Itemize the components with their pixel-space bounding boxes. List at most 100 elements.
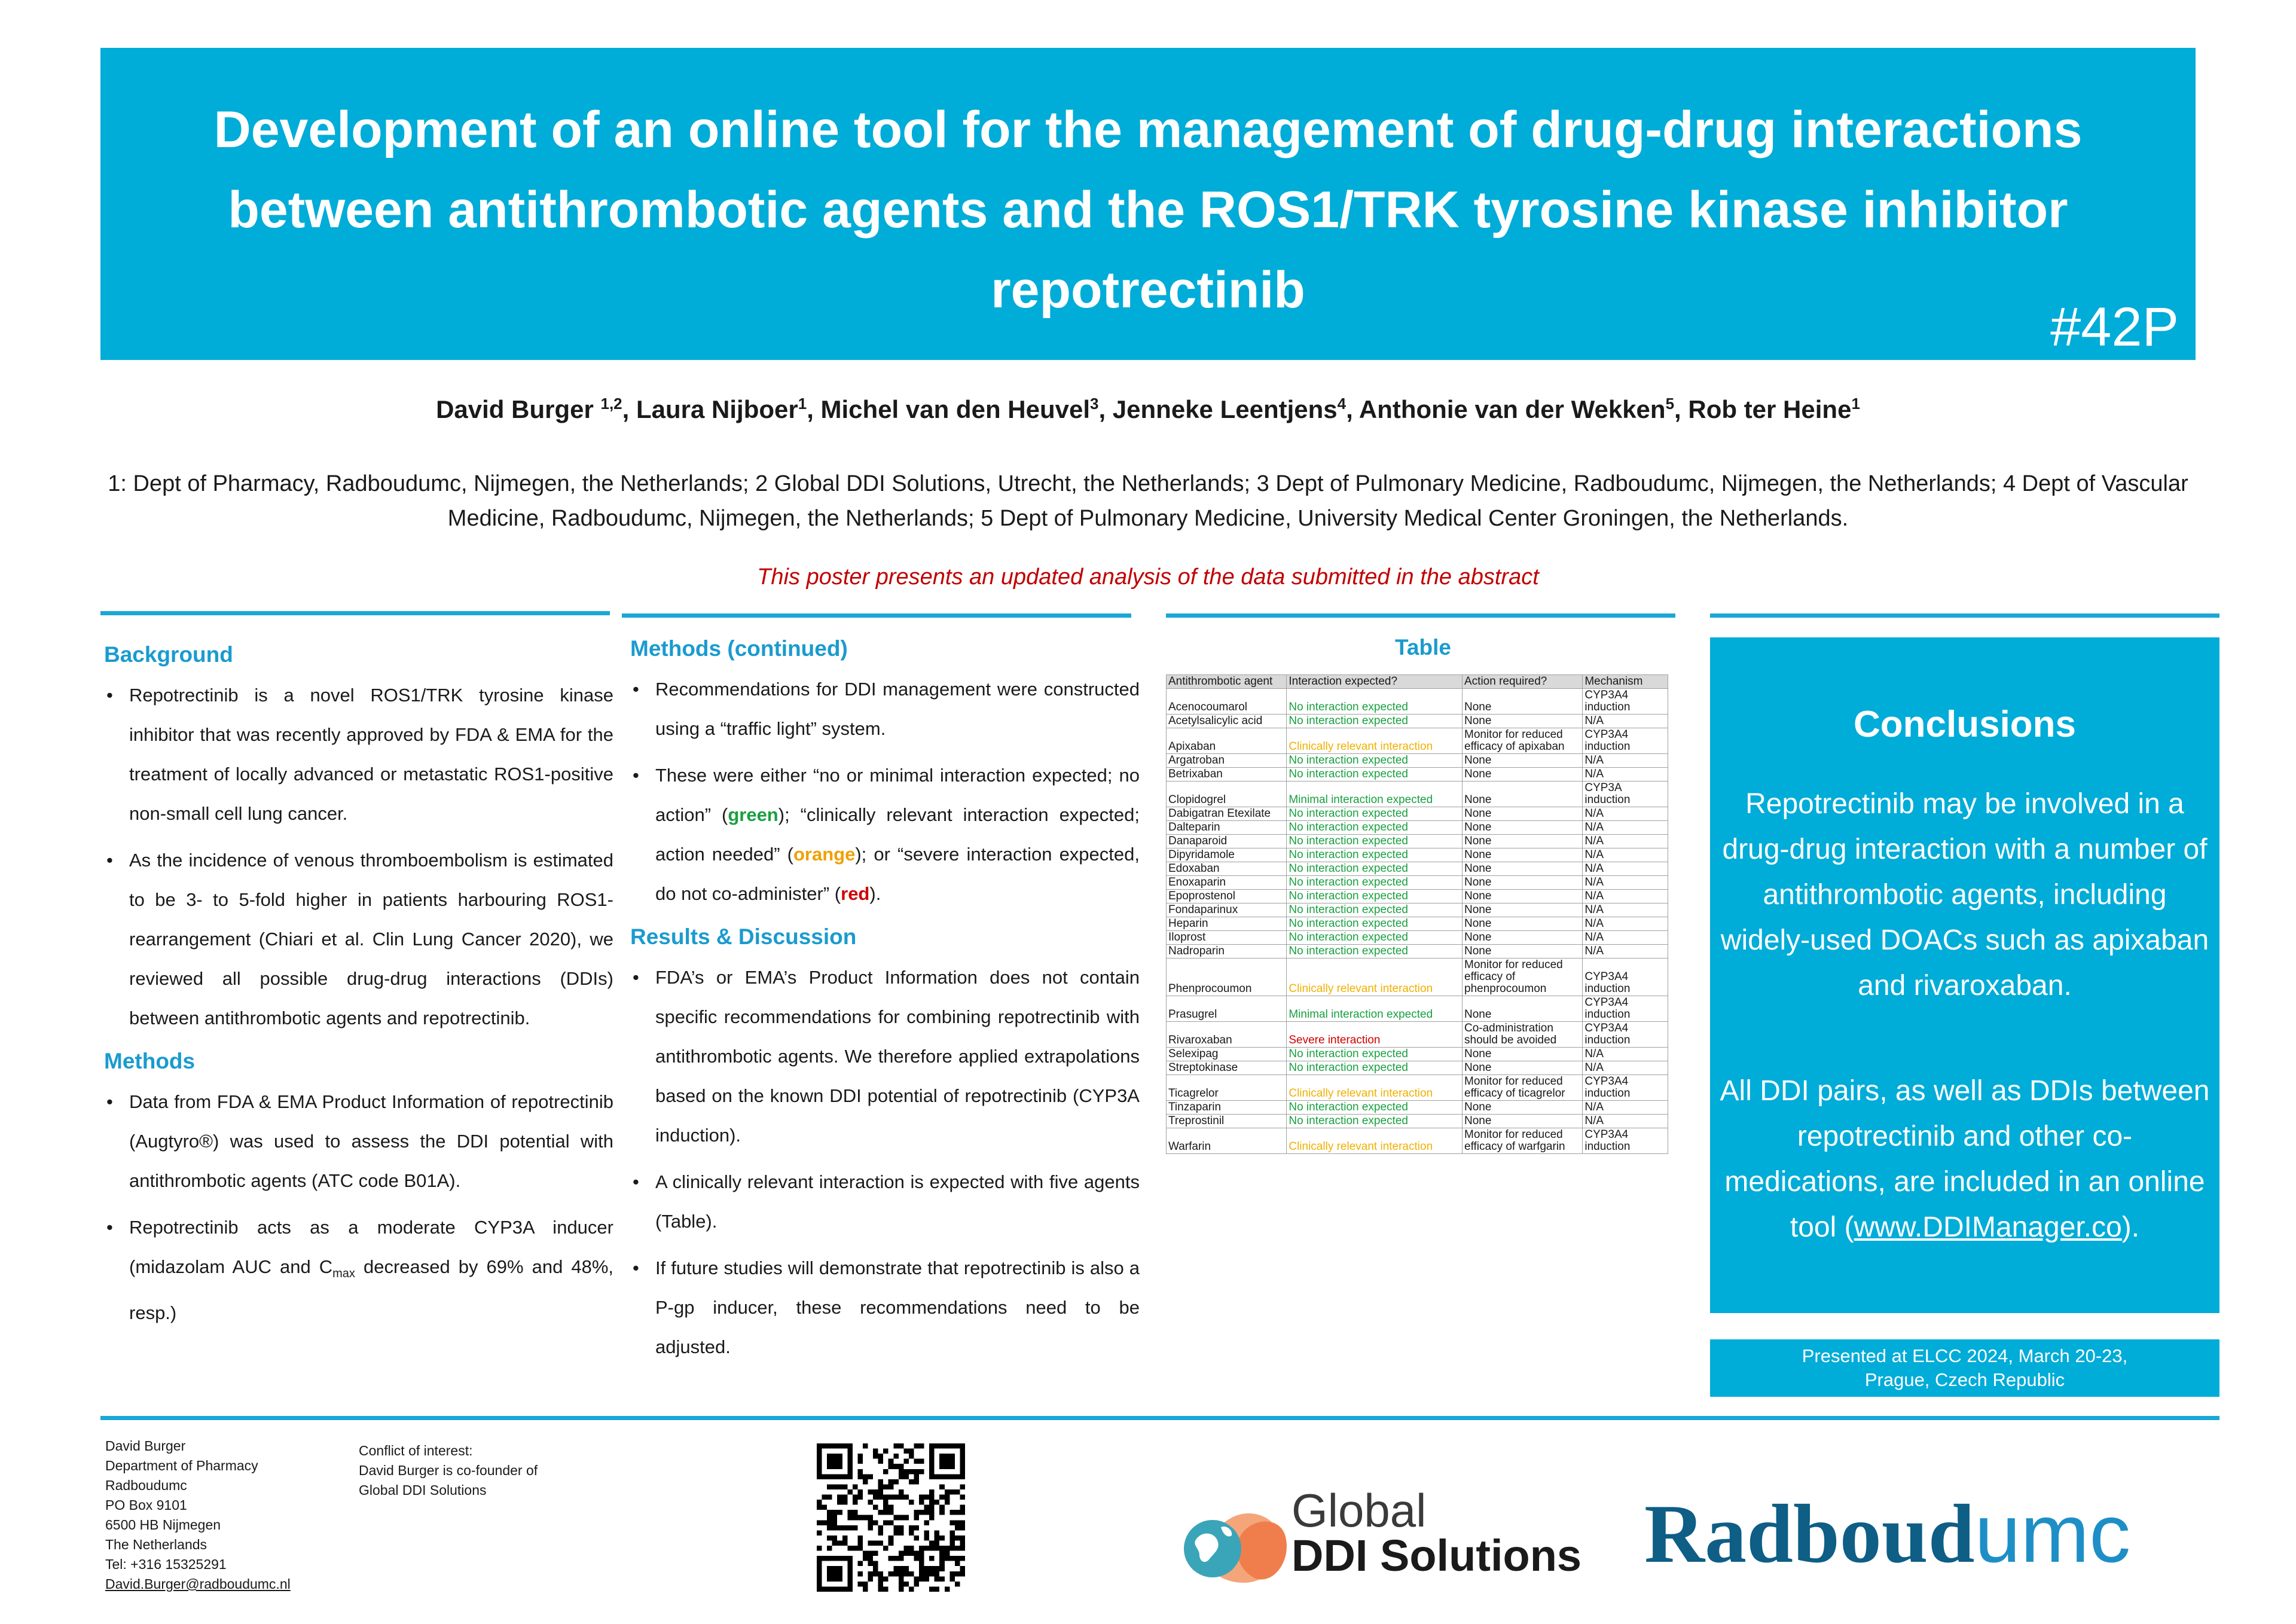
mechanism-cell: CYP3A4 induction <box>1582 1128 1668 1154</box>
mechanism-cell: N/A <box>1582 944 1668 958</box>
table-row: Warfarin Clinically relevant interaction M… <box>1165 1128 1668 1154</box>
action-cell: Monitor for reduced efficacy of warfgari… <box>1461 1128 1583 1154</box>
agent-cell: Enoxaparin <box>1165 875 1287 890</box>
action-cell: None <box>1461 862 1583 876</box>
agent-cell: Fondaparinux <box>1165 903 1287 917</box>
contact-info: David Burger Department of Pharmacy Radb… <box>105 1436 291 1594</box>
methods-heading: Methods <box>104 1049 196 1073</box>
title-banner: Development of an online tool for the ma… <box>100 48 2196 360</box>
green-label: green <box>728 804 778 825</box>
table-row: Betrixaban No interaction expected None N/A <box>1165 767 1668 782</box>
table-row: Apixaban Clinically relevant interaction M… <box>1165 728 1668 754</box>
column-methods-results: Methods (continued) Recommendations for … <box>630 633 1140 1374</box>
interaction-cell: No interaction expected <box>1286 930 1463 945</box>
agent-cell: Streptokinase <box>1165 1061 1287 1075</box>
agent-cell: Apixaban <box>1165 728 1287 754</box>
interaction-cell: No interaction expected <box>1286 807 1463 821</box>
interaction-cell: No interaction expected <box>1286 944 1463 958</box>
table-row: Streptokinase No interaction expected None… <box>1165 1061 1668 1075</box>
table-row: Edoxaban No interaction expected None N/A <box>1165 862 1668 876</box>
mechanism-cell: CYP3A4 induction <box>1582 688 1668 715</box>
ddi-table: Antithrombotic agent Interaction expecte… <box>1165 674 1668 1154</box>
conflict-of-interest: Conflict of interest: David Burger is co… <box>359 1443 538 1498</box>
agent-cell: Ticagrelor <box>1165 1074 1287 1101</box>
mechanism-cell: N/A <box>1582 807 1668 821</box>
agent-cell: Tinzaparin <box>1165 1100 1287 1115</box>
action-cell: None <box>1461 944 1583 958</box>
agent-cell: Treprostinil <box>1165 1114 1287 1128</box>
agent-cell: Prasugrel <box>1165 996 1287 1022</box>
table-row: Epoprostenol No interaction expected None N… <box>1165 889 1668 903</box>
action-cell: None <box>1461 781 1583 807</box>
interaction-cell: No interaction expected <box>1286 753 1463 768</box>
interaction-cell: Minimal interaction expected <box>1286 781 1463 807</box>
agent-cell: Heparin <box>1165 917 1287 931</box>
divider <box>1710 613 2219 618</box>
interaction-cell: No interaction expected <box>1286 1100 1463 1115</box>
table-row: Selexipag No interaction expected None N/A <box>1165 1047 1668 1061</box>
gds-logo-line2: DDI Solutions <box>1292 1531 1582 1580</box>
mechanism-cell: N/A <box>1582 834 1668 848</box>
conclusion-text: Repotrectinib may be involved in a drug-… <box>1720 788 2209 1002</box>
methods-bullet: Recommendations for DDI management were … <box>630 670 1140 749</box>
action-cell: Monitor for reduced efficacy of phenproc… <box>1461 958 1583 996</box>
mechanism-cell: N/A <box>1582 753 1668 768</box>
interaction-cell: Clinically relevant interaction <box>1286 958 1463 996</box>
methods-bullet: Data from FDA & EMA Product Information … <box>104 1082 613 1201</box>
email-link[interactable]: David.Burger@radboudumc.nl <box>105 1576 291 1592</box>
methods-bullet: Repotrectinib acts as a moderate CYP3A i… <box>104 1208 613 1333</box>
table-row: Tinzaparin No interaction expected None N/A <box>1165 1100 1668 1115</box>
agent-cell: Epoprostenol <box>1165 889 1287 903</box>
global-ddi-logo-icon <box>1184 1513 1287 1583</box>
agent-cell: Nadroparin <box>1165 944 1287 958</box>
agent-cell: Selexipag <box>1165 1047 1287 1061</box>
mechanism-cell: CYP3A4 induction <box>1582 958 1668 996</box>
mechanism-cell: CYP3A4 induction <box>1582 1021 1668 1048</box>
divider <box>622 613 1131 618</box>
interaction-cell: No interaction expected <box>1286 820 1463 835</box>
interaction-cell: Severe interaction <box>1286 1021 1463 1048</box>
table-row: Phenprocoumon Clinically relevant interac… <box>1165 958 1668 996</box>
qr-code-icon[interactable] <box>817 1443 965 1592</box>
interaction-cell: No interaction expected <box>1286 1114 1463 1128</box>
background-bullet: Repotrectinib is a novel ROS1/TRK tyrosi… <box>104 676 613 834</box>
action-cell: None <box>1461 753 1583 768</box>
author-list: David Burger 1,2, Laura Nijboer1, Michel… <box>436 395 1860 423</box>
ddimanager-link[interactable]: www.DDIManager.co <box>1854 1211 2122 1243</box>
results-heading: Results & Discussion <box>630 924 857 949</box>
interaction-cell: Clinically relevant interaction <box>1286 1074 1463 1101</box>
agent-cell: Clopidogrel <box>1165 781 1287 807</box>
footer-divider <box>100 1416 2219 1420</box>
mechanism-cell: N/A <box>1582 917 1668 931</box>
action-cell: None <box>1461 996 1583 1022</box>
action-cell: None <box>1461 714 1583 728</box>
mechanism-cell: N/A <box>1582 848 1668 862</box>
action-cell: None <box>1461 917 1583 931</box>
action-cell: None <box>1461 807 1583 821</box>
table-row: Heparin No interaction expected None N/A <box>1165 917 1668 931</box>
agent-cell: Dalteparin <box>1165 820 1287 835</box>
action-cell: None <box>1461 688 1583 715</box>
presented-at-box: Presented at ELCC 2024, March 20-23, Pra… <box>1710 1339 2219 1397</box>
interaction-cell: No interaction expected <box>1286 688 1463 715</box>
action-cell: None <box>1461 1100 1583 1115</box>
interaction-cell: Minimal interaction expected <box>1286 996 1463 1022</box>
table-row: Acetylsalicylic acid No interaction expec… <box>1165 714 1668 728</box>
action-cell: Co-administration should be avoided <box>1461 1021 1583 1048</box>
table-row: Rivaroxaban Severe interaction Co-administ… <box>1165 1021 1668 1048</box>
interaction-cell: Clinically relevant interaction <box>1286 1128 1463 1154</box>
agent-cell: Betrixaban <box>1165 767 1287 782</box>
interaction-cell: No interaction expected <box>1286 917 1463 931</box>
background-bullet: As the incidence of venous thromboemboli… <box>104 841 613 1038</box>
mechanism-cell: N/A <box>1582 930 1668 945</box>
mechanism-cell: CYP3A4 induction <box>1582 728 1668 754</box>
column-header: Action required? <box>1461 674 1583 689</box>
table-row: Clopidogrel Minimal interaction expected N… <box>1165 781 1668 807</box>
agent-cell: Argatroban <box>1165 753 1287 768</box>
table-row: Iloprost No interaction expected None N/A <box>1165 930 1668 945</box>
agent-cell: Acenocoumarol <box>1165 688 1287 715</box>
background-heading: Background <box>104 642 233 667</box>
table-row: Acenocoumarol No interaction expected None… <box>1165 688 1668 715</box>
table-row: Nadroparin No interaction expected None N/A <box>1165 944 1668 958</box>
table-row: Dipyridamole No interaction expected None N… <box>1165 848 1668 862</box>
